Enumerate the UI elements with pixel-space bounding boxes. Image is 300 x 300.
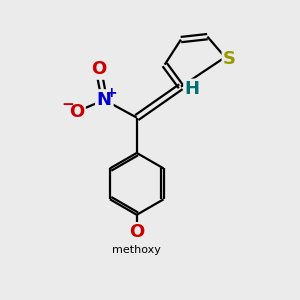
Text: O: O xyxy=(69,103,84,121)
Text: +: + xyxy=(105,86,117,100)
Text: H: H xyxy=(184,80,200,98)
Text: O: O xyxy=(91,60,106,78)
Text: −: − xyxy=(61,97,74,112)
Text: methoxy: methoxy xyxy=(112,245,161,255)
Text: S: S xyxy=(223,50,236,68)
Text: O: O xyxy=(129,224,144,242)
Text: N: N xyxy=(97,91,112,109)
